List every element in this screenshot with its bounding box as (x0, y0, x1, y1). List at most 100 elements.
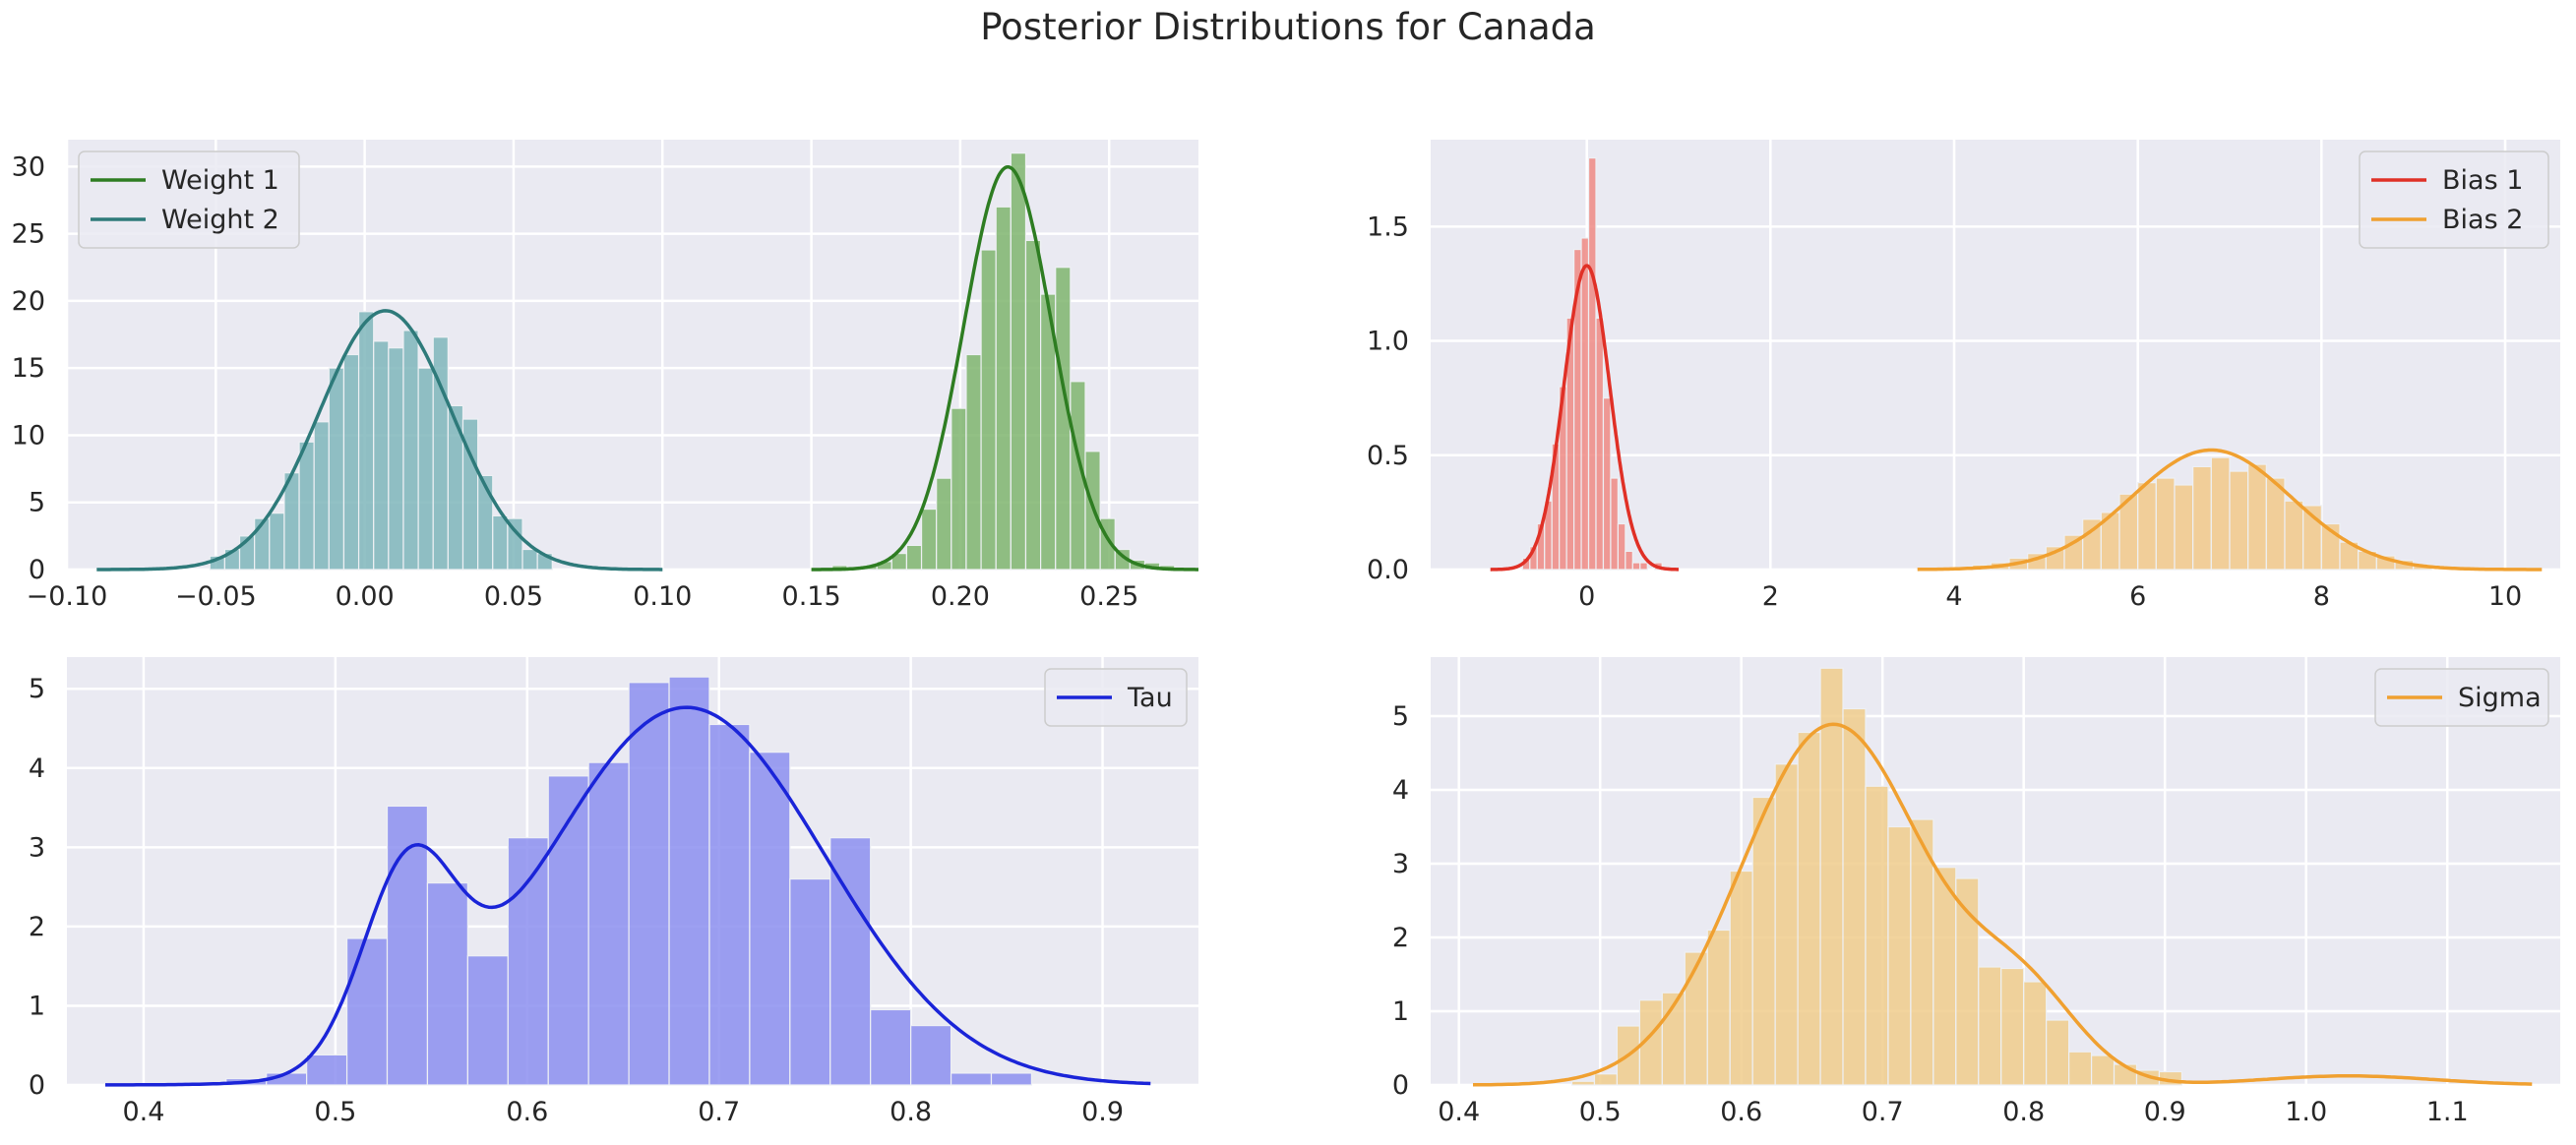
y-tick-label: 3 (29, 832, 45, 863)
histogram-bar (1774, 763, 1799, 1086)
histogram-bar (269, 512, 285, 571)
histogram-bar (905, 544, 923, 571)
histogram-bar (628, 682, 670, 1086)
histogram-bar (829, 837, 872, 1086)
y-tick-label: 2 (29, 912, 45, 942)
histogram-bar (965, 353, 982, 571)
x-tick-label: 0.05 (484, 581, 543, 612)
x-tick-label: 2 (1762, 581, 1779, 612)
histogram-bar (1842, 707, 1867, 1086)
x-tick-label: 0.5 (314, 1097, 356, 1127)
histogram-bar (298, 441, 315, 571)
histogram-bar (477, 474, 494, 571)
histogram-bar (995, 206, 1012, 571)
histogram-bar (507, 837, 549, 1086)
x-tick-label: 0.6 (506, 1097, 548, 1127)
x-tick-label: −0.05 (175, 581, 257, 612)
histogram-bar (1706, 929, 1731, 1086)
x-tick-label: 0.20 (931, 581, 990, 612)
panel-bottom-left: 0.4 0.5 0.6 0.7 0.8 0.9 0 1 2 3 4 5 Tau (29, 657, 1198, 1127)
histogram-bar (587, 761, 630, 1086)
y-tick-label: 5 (29, 488, 45, 518)
x-tick-label: 4 (1945, 581, 1962, 612)
y-tick-label: 15 (12, 353, 45, 384)
histogram-bar (1639, 562, 1648, 571)
histogram-bar (1024, 239, 1042, 571)
histogram-bar (417, 367, 434, 571)
histogram-bar (1610, 477, 1620, 571)
y-tick-label: 1 (29, 991, 45, 1021)
x-tick-label: 0.4 (1438, 1097, 1480, 1127)
histogram-bar (668, 676, 710, 1086)
histogram-bar (342, 353, 360, 571)
histogram-bar (1865, 785, 1889, 1086)
histogram-bar (1580, 237, 1590, 571)
y-tick-label: 20 (12, 286, 45, 317)
histogram-bar (749, 752, 791, 1086)
histogram-bar (1631, 562, 1641, 571)
histogram-bar (1595, 317, 1605, 571)
histogram-bar (1010, 152, 1027, 571)
histogram-bar (492, 514, 509, 571)
histogram-bar (1593, 1073, 1619, 1086)
y-tick-label: 5 (29, 674, 45, 704)
legend: Sigma (2374, 668, 2549, 727)
histogram-bar (2247, 463, 2267, 571)
histogram-sigma (1570, 667, 2183, 1086)
x-tick-label: 0.25 (1079, 581, 1138, 612)
histogram-bar (1570, 1080, 1596, 1086)
legend: Bias 1 Bias 2 (2359, 151, 2549, 249)
y-tick-label: 0.5 (1367, 441, 1409, 471)
y-tick-label: 0.0 (1367, 555, 1409, 585)
y-tick-label: 1 (1392, 996, 1409, 1027)
x-tick-label: 1.0 (2285, 1097, 2327, 1127)
y-tick-label: 1.5 (1367, 211, 1409, 242)
legend-box (78, 151, 300, 249)
histogram-bar (2137, 482, 2157, 571)
kde-line-bias-2 (1917, 448, 2543, 572)
legend-box (1044, 668, 1188, 727)
histogram-bar (990, 1072, 1033, 1086)
x-tick-label: 1.1 (2426, 1097, 2469, 1127)
y-tick-label: 1.0 (1367, 327, 1409, 357)
y-tick-label: 10 (12, 420, 45, 451)
histogram-bar (466, 955, 509, 1086)
histogram-bar (1625, 550, 1633, 571)
histogram-bar (1797, 731, 1821, 1086)
x-tick-label: 0.7 (698, 1097, 740, 1127)
histogram-bar (357, 311, 375, 571)
x-tick-label: 0.7 (1862, 1097, 1904, 1127)
histogram-bias-2 (1972, 456, 2432, 571)
y-tick-label: 0 (29, 1070, 45, 1101)
histogram-bar (870, 1008, 912, 1086)
histogram-bar (313, 421, 330, 571)
x-tick-label: 0.5 (1579, 1097, 1622, 1127)
y-tick-label: 4 (1392, 775, 1409, 806)
legend: Weight 1 Weight 2 (78, 151, 300, 249)
y-tick-label: 5 (1392, 701, 1409, 732)
x-tick-label: 0 (1578, 581, 1595, 612)
x-tick-label: 0.9 (2144, 1097, 2186, 1127)
histogram-bar (951, 407, 967, 571)
histogram-bar (950, 1072, 993, 1086)
panel-bottom-right: 0.4 0.5 0.6 0.7 0.8 0.9 1.0 1.1 0 1 2 3 4 5 Sigma (1392, 657, 2560, 1127)
histogram-bar (507, 517, 523, 571)
histogram-bar (386, 805, 429, 1086)
histogram-bar (306, 1054, 348, 1086)
x-tick-label: 10 (2488, 581, 2522, 612)
legend-box (2359, 151, 2549, 249)
histogram-bar (789, 877, 831, 1086)
histogram-bar (373, 340, 390, 571)
histogram-bar (1978, 966, 2002, 1086)
histogram-bar (980, 249, 997, 571)
kde-line-tau (105, 705, 1151, 1087)
histogram-bar (2155, 477, 2176, 571)
histogram-weight-2 (209, 311, 553, 571)
histogram-bar (910, 1024, 952, 1086)
legend-label: Weight 1 (161, 165, 279, 196)
histogram-bar (920, 508, 938, 571)
y-tick-label: 2 (1392, 923, 1409, 953)
histogram-bar (1587, 156, 1597, 571)
histogram-bar (2210, 456, 2231, 571)
histogram-bar (2192, 465, 2212, 571)
